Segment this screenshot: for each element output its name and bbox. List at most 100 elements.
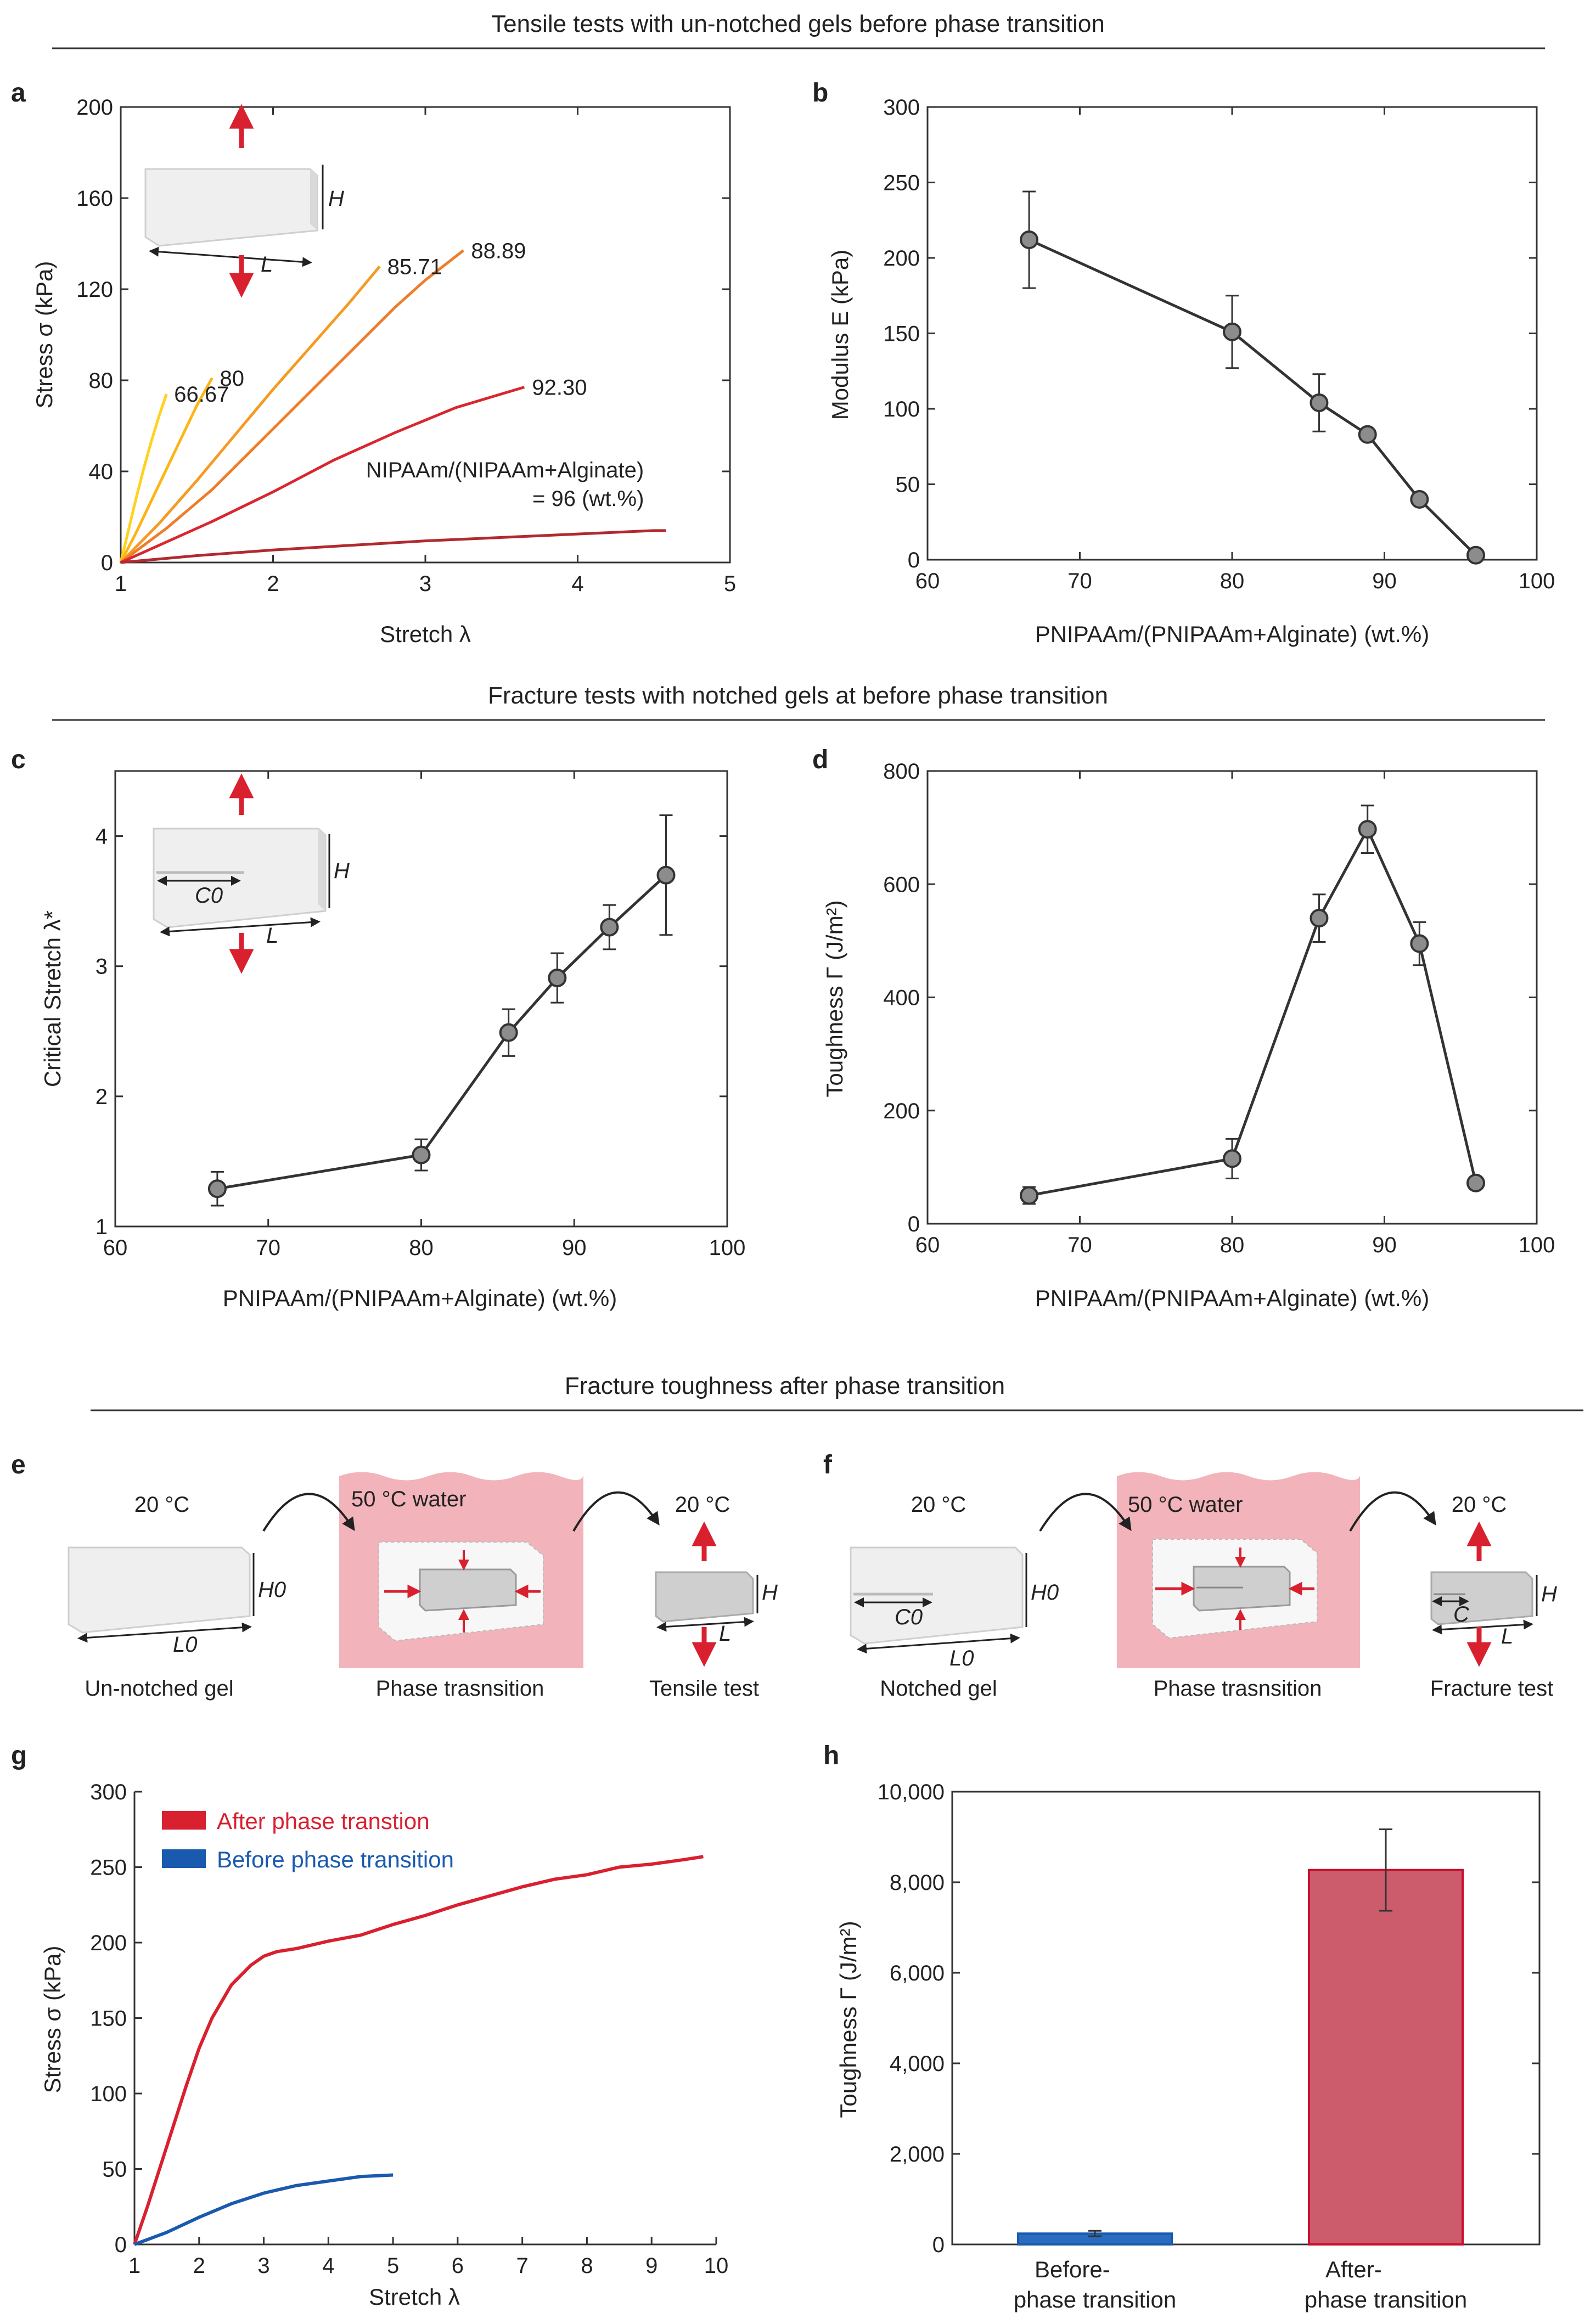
x-tick-label: 4 bbox=[322, 2254, 334, 2278]
x-tick-label: 10 bbox=[704, 2254, 729, 2278]
notched-gel bbox=[850, 1546, 1024, 1645]
y-tick-label: 120 bbox=[76, 278, 113, 302]
height-label: H bbox=[1541, 1582, 1557, 1606]
height-label: H bbox=[762, 1580, 778, 1605]
y-tick-label: 160 bbox=[76, 187, 113, 211]
length-label: L0 bbox=[949, 1646, 974, 1670]
y-axis-label: Toughness Γ (J/m²) bbox=[835, 1921, 861, 2118]
crack-label: C0 bbox=[195, 884, 223, 908]
panel-d-toughness-chart: d 60 70 80 90 100 0 200 400 600 800 PNIPAAm/(PNIP… bbox=[812, 745, 1555, 1311]
length-label: L bbox=[719, 1622, 731, 1646]
data-point bbox=[1310, 909, 1329, 928]
legend-label-before: Before phase transition bbox=[217, 1847, 454, 1872]
data-point bbox=[600, 918, 619, 937]
y-axis-label: Stress σ (kPa) bbox=[31, 261, 57, 409]
left-temperature: 20 °C bbox=[911, 1493, 966, 1517]
y-tick-label: 0 bbox=[908, 548, 920, 572]
curve-label: 88.89 bbox=[471, 239, 526, 263]
data-point bbox=[656, 865, 676, 885]
data-point bbox=[1466, 545, 1485, 565]
section-title-tensile: Tensile tests with un-notched gels befor… bbox=[491, 10, 1105, 37]
y-tick-label: 200 bbox=[76, 95, 113, 120]
x-tick-label: 6 bbox=[452, 2254, 464, 2278]
y-tick-label: 2,000 bbox=[890, 2142, 945, 2167]
y-tick-label: 200 bbox=[90, 1931, 127, 1955]
y-tick-label: 300 bbox=[883, 95, 920, 120]
series-line bbox=[1029, 238, 1477, 556]
x-tick-label: 2 bbox=[267, 572, 279, 596]
y-tick-label: 40 bbox=[89, 460, 114, 484]
length-dimension bbox=[160, 917, 321, 937]
x-tick-label: 4 bbox=[571, 572, 583, 596]
inset-notched-gel-diagram: C0 H L bbox=[153, 773, 350, 974]
y-tick-label: 0 bbox=[908, 1212, 920, 1236]
y-tick-label: 6,000 bbox=[890, 1961, 945, 1985]
panel-h-toughness-bar-chart: h 0 2,000 4,000 6,000 8,000 10,000 Before-pha… bbox=[823, 1741, 1541, 2312]
length-label: L bbox=[1501, 1624, 1513, 1648]
panel-label: a bbox=[11, 78, 26, 108]
inset-gel-diagram: H L bbox=[144, 104, 344, 298]
legend-label-after: After phase transtion bbox=[217, 1808, 430, 1834]
x-tick-label: 100 bbox=[709, 1236, 746, 1260]
x-tick-label: 90 bbox=[1372, 1233, 1397, 1257]
category-label: Before- bbox=[1035, 2257, 1110, 2282]
height-label: H0 bbox=[1031, 1580, 1059, 1605]
shrinking-gel bbox=[419, 1568, 517, 1612]
length-label: L bbox=[261, 252, 273, 277]
y-tick-label: 100 bbox=[90, 2082, 127, 2106]
x-tick-label: 60 bbox=[103, 1236, 128, 1260]
panel-label: g bbox=[11, 1741, 27, 1770]
curve-2 bbox=[120, 265, 381, 564]
x-tick-label: 90 bbox=[562, 1236, 587, 1260]
y-tick-label: 100 bbox=[883, 397, 920, 421]
series-line bbox=[1029, 826, 1477, 1197]
x-tick-label: 2 bbox=[193, 2254, 205, 2278]
data-point bbox=[1410, 490, 1429, 509]
y-tick-label: 250 bbox=[90, 1856, 127, 1880]
height-label: H bbox=[328, 187, 344, 211]
curve-before bbox=[133, 2173, 394, 2246]
curve-label: 92.30 bbox=[532, 375, 587, 399]
data-point bbox=[548, 969, 567, 988]
category-label: After- bbox=[1325, 2257, 1382, 2282]
y-tick-label: 50 bbox=[896, 473, 920, 497]
caption-fracture-test: Fracture test bbox=[1430, 1676, 1554, 1701]
y-axis-label: Modulus E (kPa) bbox=[827, 250, 853, 420]
tested-notched-gel bbox=[1430, 1571, 1533, 1625]
crack-label: C0 bbox=[895, 1605, 923, 1629]
water-label: 50 °C water bbox=[1128, 1493, 1243, 1517]
length-dimension bbox=[149, 246, 312, 267]
y-tick-label: 0 bbox=[932, 2233, 945, 2257]
legend-swatch-before bbox=[162, 1849, 206, 1868]
x-tick-label: 90 bbox=[1372, 569, 1397, 593]
legend-swatch-after bbox=[162, 1811, 206, 1830]
left-temperature: 20 °C bbox=[134, 1493, 190, 1517]
x-tick-label: 100 bbox=[1519, 1233, 1555, 1257]
data-point bbox=[1410, 934, 1429, 953]
y-tick-label: 600 bbox=[883, 873, 920, 897]
x-tick-label: 8 bbox=[581, 2254, 593, 2278]
process-arrow bbox=[262, 1493, 355, 1532]
un-notched-gel bbox=[68, 1546, 251, 1634]
x-tick-label: 1 bbox=[128, 2254, 141, 2278]
y-tick-label: 2 bbox=[95, 1085, 108, 1109]
crack-label: C bbox=[1453, 1602, 1470, 1627]
x-axis-label: Stretch λ bbox=[369, 2284, 460, 2310]
length-dimension bbox=[77, 1622, 252, 1643]
y-tick-label: 400 bbox=[883, 986, 920, 1010]
y-axis-label: Stress σ (kPa) bbox=[40, 1946, 65, 2094]
data-point bbox=[1020, 230, 1039, 249]
y-axis-label: Toughness Γ (J/m²) bbox=[822, 900, 847, 1097]
y-tick-label: 1 bbox=[95, 1215, 108, 1239]
curve-label: 85.71 bbox=[387, 255, 442, 279]
x-tick-label: 5 bbox=[387, 2254, 399, 2278]
panel-e-tensile-schematic: e 20 °C H0 L0 Un-notched gel 50 °C water… bbox=[11, 1450, 778, 1701]
x-tick-label: 70 bbox=[256, 1236, 281, 1260]
panel-label: c bbox=[11, 745, 26, 774]
data-point bbox=[1223, 322, 1241, 341]
process-arrow bbox=[1039, 1493, 1132, 1532]
caption-un-notched: Un-notched gel bbox=[85, 1676, 233, 1701]
caption-phase-transition: Phase trasnsition bbox=[1154, 1676, 1322, 1701]
data-point bbox=[1310, 393, 1329, 412]
